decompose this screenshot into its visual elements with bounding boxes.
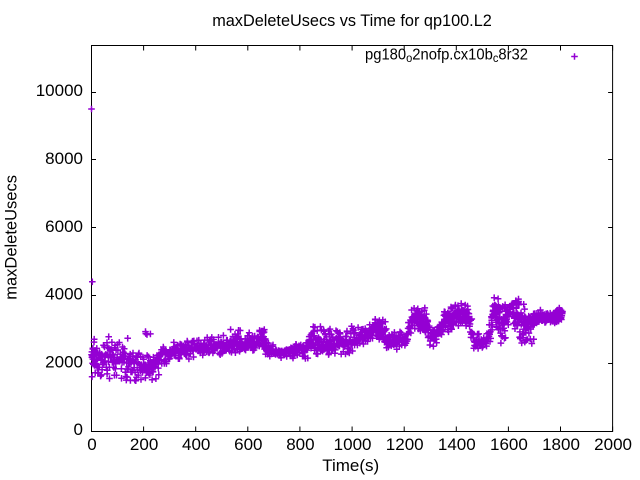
- svg-text:6000: 6000: [45, 217, 83, 236]
- svg-text:8000: 8000: [45, 149, 83, 168]
- svg-text:4000: 4000: [45, 285, 83, 304]
- svg-text:800: 800: [286, 435, 314, 454]
- svg-text:1400: 1400: [438, 435, 476, 454]
- svg-text:0: 0: [87, 435, 96, 454]
- svg-text:Time(s): Time(s): [322, 456, 379, 475]
- svg-text:0: 0: [74, 420, 83, 439]
- svg-text:maxDeleteUsecs: maxDeleteUsecs: [3, 175, 21, 300]
- svg-text:1600: 1600: [490, 435, 528, 454]
- svg-text:pg180o2nofp.cx10bc8r32: pg180o2nofp.cx10bc8r32: [365, 47, 528, 66]
- svg-text:200: 200: [130, 435, 158, 454]
- svg-text:600: 600: [234, 435, 262, 454]
- svg-text:1800: 1800: [542, 435, 580, 454]
- svg-text:400: 400: [182, 435, 210, 454]
- svg-text:2000: 2000: [594, 435, 632, 454]
- svg-text:maxDeleteUsecs vs Time for qp1: maxDeleteUsecs vs Time for qp100.L2: [212, 12, 492, 30]
- svg-text:2000: 2000: [45, 352, 83, 371]
- svg-text:1000: 1000: [334, 435, 372, 454]
- svg-text:1200: 1200: [386, 435, 424, 454]
- svg-text:10000: 10000: [36, 81, 83, 100]
